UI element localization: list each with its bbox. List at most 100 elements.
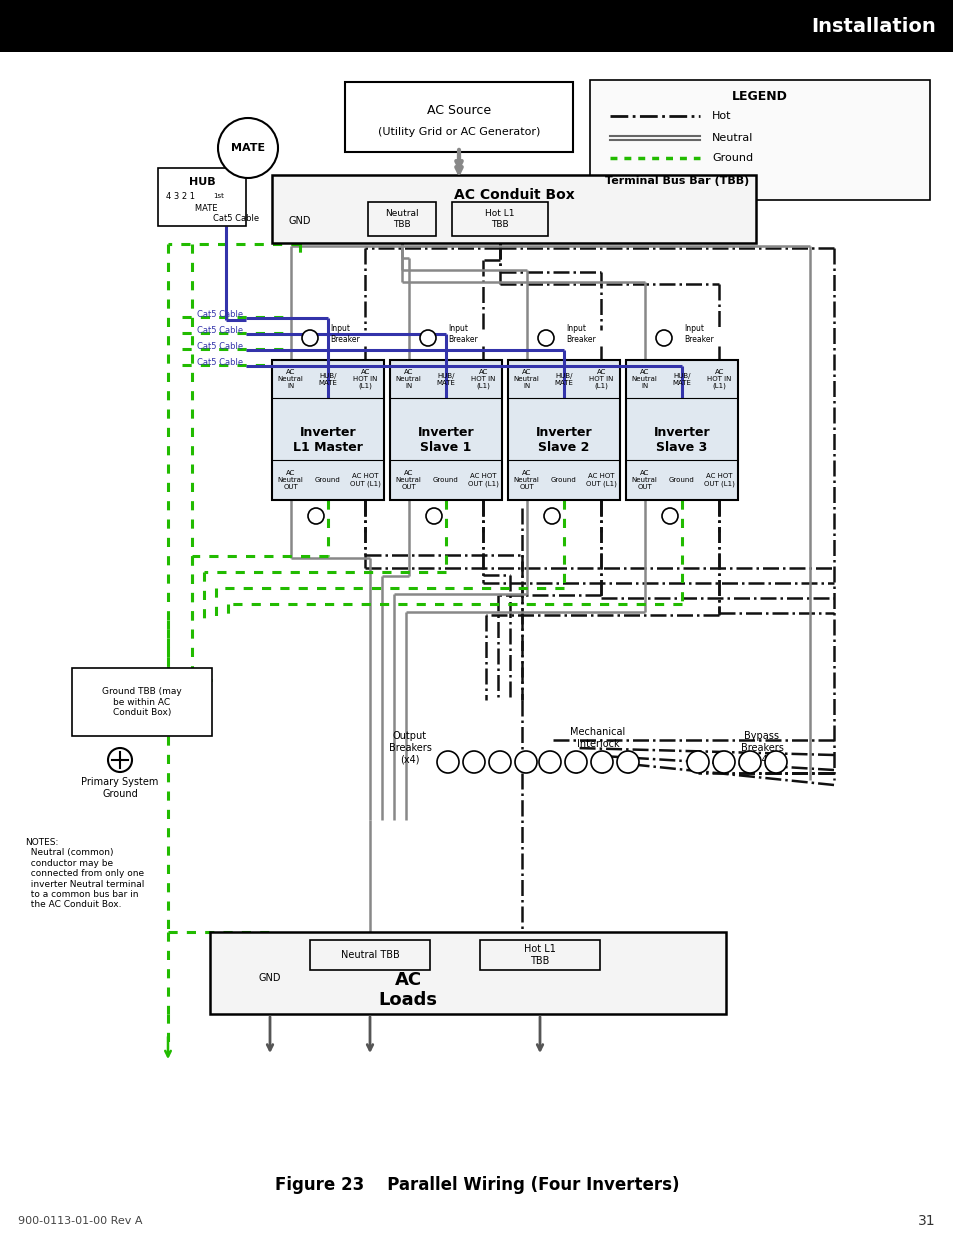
Text: AC HOT
OUT (L1): AC HOT OUT (L1) xyxy=(467,473,498,487)
Bar xyxy=(390,359,501,500)
Text: Output
Breakers
(x4): Output Breakers (x4) xyxy=(388,731,431,764)
Text: Cat5 Cable: Cat5 Cable xyxy=(196,310,243,319)
Text: AC
HOT IN
(L1): AC HOT IN (L1) xyxy=(353,369,377,389)
Text: AC
Loads: AC Loads xyxy=(378,971,437,1009)
Text: HUB/
MATE: HUB/ MATE xyxy=(672,373,691,385)
Circle shape xyxy=(543,508,559,524)
Circle shape xyxy=(617,751,639,773)
Text: Figure 23    Parallel Wiring (Four Inverters): Figure 23 Parallel Wiring (Four Inverter… xyxy=(274,1176,679,1194)
Text: Inverter
Slave 2: Inverter Slave 2 xyxy=(536,426,592,454)
Text: Primary System
Ground: Primary System Ground xyxy=(81,777,158,799)
Text: AC HOT
OUT (L1): AC HOT OUT (L1) xyxy=(585,473,617,487)
Text: GND: GND xyxy=(289,216,311,226)
Bar xyxy=(272,175,755,243)
Circle shape xyxy=(426,508,441,524)
Text: HUB/
MATE: HUB/ MATE xyxy=(436,373,455,385)
Text: Cat5 Cable: Cat5 Cable xyxy=(196,326,243,335)
Circle shape xyxy=(308,508,324,524)
Circle shape xyxy=(515,751,537,773)
Text: AC
HOT IN
(L1): AC HOT IN (L1) xyxy=(471,369,495,389)
Text: Input
Breaker: Input Breaker xyxy=(448,325,477,343)
Text: Installation: Installation xyxy=(810,16,935,36)
Text: Ground: Ground xyxy=(668,477,694,483)
Bar xyxy=(589,80,929,200)
Circle shape xyxy=(661,508,678,524)
Text: LEGEND: LEGEND xyxy=(731,89,787,103)
Circle shape xyxy=(590,751,613,773)
Circle shape xyxy=(564,751,586,773)
Circle shape xyxy=(538,751,560,773)
Text: AC
Neutral
OUT: AC Neutral OUT xyxy=(514,471,539,490)
Text: Cat5 Cable: Cat5 Cable xyxy=(213,214,259,222)
Bar xyxy=(368,203,436,236)
Text: Ground: Ground xyxy=(551,477,577,483)
Text: AC HOT
OUT (L1): AC HOT OUT (L1) xyxy=(703,473,734,487)
Text: 1st: 1st xyxy=(213,193,224,199)
Text: 31: 31 xyxy=(918,1214,935,1228)
Text: Terminal Bus Bar (TBB): Terminal Bus Bar (TBB) xyxy=(604,177,748,186)
Bar xyxy=(625,359,738,500)
Text: Neutral TBB: Neutral TBB xyxy=(340,950,399,960)
Bar xyxy=(507,359,619,500)
Text: Ground TBB (may
be within AC
Conduit Box): Ground TBB (may be within AC Conduit Box… xyxy=(102,687,182,716)
Text: MATE: MATE xyxy=(231,143,265,153)
Text: AC
Neutral
OUT: AC Neutral OUT xyxy=(277,471,303,490)
Text: HUB/
MATE: HUB/ MATE xyxy=(318,373,337,385)
Text: Inverter
Slave 3: Inverter Slave 3 xyxy=(653,426,710,454)
Circle shape xyxy=(218,119,277,178)
Text: Neutral
TBB: Neutral TBB xyxy=(385,209,418,228)
Text: Input
Breaker: Input Breaker xyxy=(330,325,359,343)
Bar xyxy=(210,932,725,1014)
Bar xyxy=(0,0,953,52)
Text: AC
Neutral
OUT: AC Neutral OUT xyxy=(631,471,657,490)
Bar xyxy=(452,203,547,236)
Text: AC
HOT IN
(L1): AC HOT IN (L1) xyxy=(706,369,731,389)
Text: Bypass
Breakers
(x4): Bypass Breakers (x4) xyxy=(740,731,782,764)
Circle shape xyxy=(108,748,132,772)
Text: AC
HOT IN
(L1): AC HOT IN (L1) xyxy=(589,369,613,389)
Circle shape xyxy=(739,751,760,773)
Text: Cat5 Cable: Cat5 Cable xyxy=(196,342,243,351)
Text: AC
Neutral
IN: AC Neutral IN xyxy=(514,369,539,389)
Text: AC HOT
OUT (L1): AC HOT OUT (L1) xyxy=(350,473,380,487)
Circle shape xyxy=(537,330,554,346)
Text: Hot L1
TBB: Hot L1 TBB xyxy=(523,945,556,966)
Text: Hot: Hot xyxy=(711,111,731,121)
Text: Inverter
L1 Master: Inverter L1 Master xyxy=(293,426,362,454)
Text: HUB/
MATE: HUB/ MATE xyxy=(554,373,573,385)
Text: Mechanical
Interlock: Mechanical Interlock xyxy=(570,727,625,748)
Bar xyxy=(158,168,246,226)
Text: 900-0113-01-00 Rev A: 900-0113-01-00 Rev A xyxy=(18,1216,142,1226)
Circle shape xyxy=(712,751,734,773)
Text: Input
Breaker: Input Breaker xyxy=(565,325,595,343)
Circle shape xyxy=(419,330,436,346)
Bar xyxy=(479,940,599,969)
Text: AC
Neutral
IN: AC Neutral IN xyxy=(395,369,421,389)
Circle shape xyxy=(656,330,671,346)
Circle shape xyxy=(436,751,458,773)
Text: Ground: Ground xyxy=(314,477,340,483)
Text: HUB: HUB xyxy=(189,177,215,186)
Bar xyxy=(71,668,212,736)
Text: (Utility Grid or AC Generator): (Utility Grid or AC Generator) xyxy=(377,127,539,137)
Text: AC
Neutral
OUT: AC Neutral OUT xyxy=(395,471,421,490)
Text: AC Source: AC Source xyxy=(427,104,491,116)
Circle shape xyxy=(489,751,511,773)
Circle shape xyxy=(462,751,484,773)
Circle shape xyxy=(686,751,708,773)
Text: Ground: Ground xyxy=(711,153,752,163)
Bar xyxy=(345,82,573,152)
Text: AC Conduit Box: AC Conduit Box xyxy=(453,188,574,203)
Text: Inverter
Slave 1: Inverter Slave 1 xyxy=(417,426,474,454)
Text: Cat5 Cable: Cat5 Cable xyxy=(196,357,243,367)
Text: Input
Breaker: Input Breaker xyxy=(683,325,713,343)
Text: 4 3 2 1: 4 3 2 1 xyxy=(166,191,194,200)
Bar xyxy=(310,940,430,969)
Circle shape xyxy=(764,751,786,773)
Text: Hot L1
TBB: Hot L1 TBB xyxy=(485,209,515,228)
Bar xyxy=(272,359,384,500)
Text: Ground: Ground xyxy=(433,477,458,483)
Circle shape xyxy=(302,330,317,346)
Text: AC
Neutral
IN: AC Neutral IN xyxy=(631,369,657,389)
Text: NOTES:
  Neutral (common)
  conductor may be
  connected from only one
  inverte: NOTES: Neutral (common) conductor may be… xyxy=(25,839,144,909)
